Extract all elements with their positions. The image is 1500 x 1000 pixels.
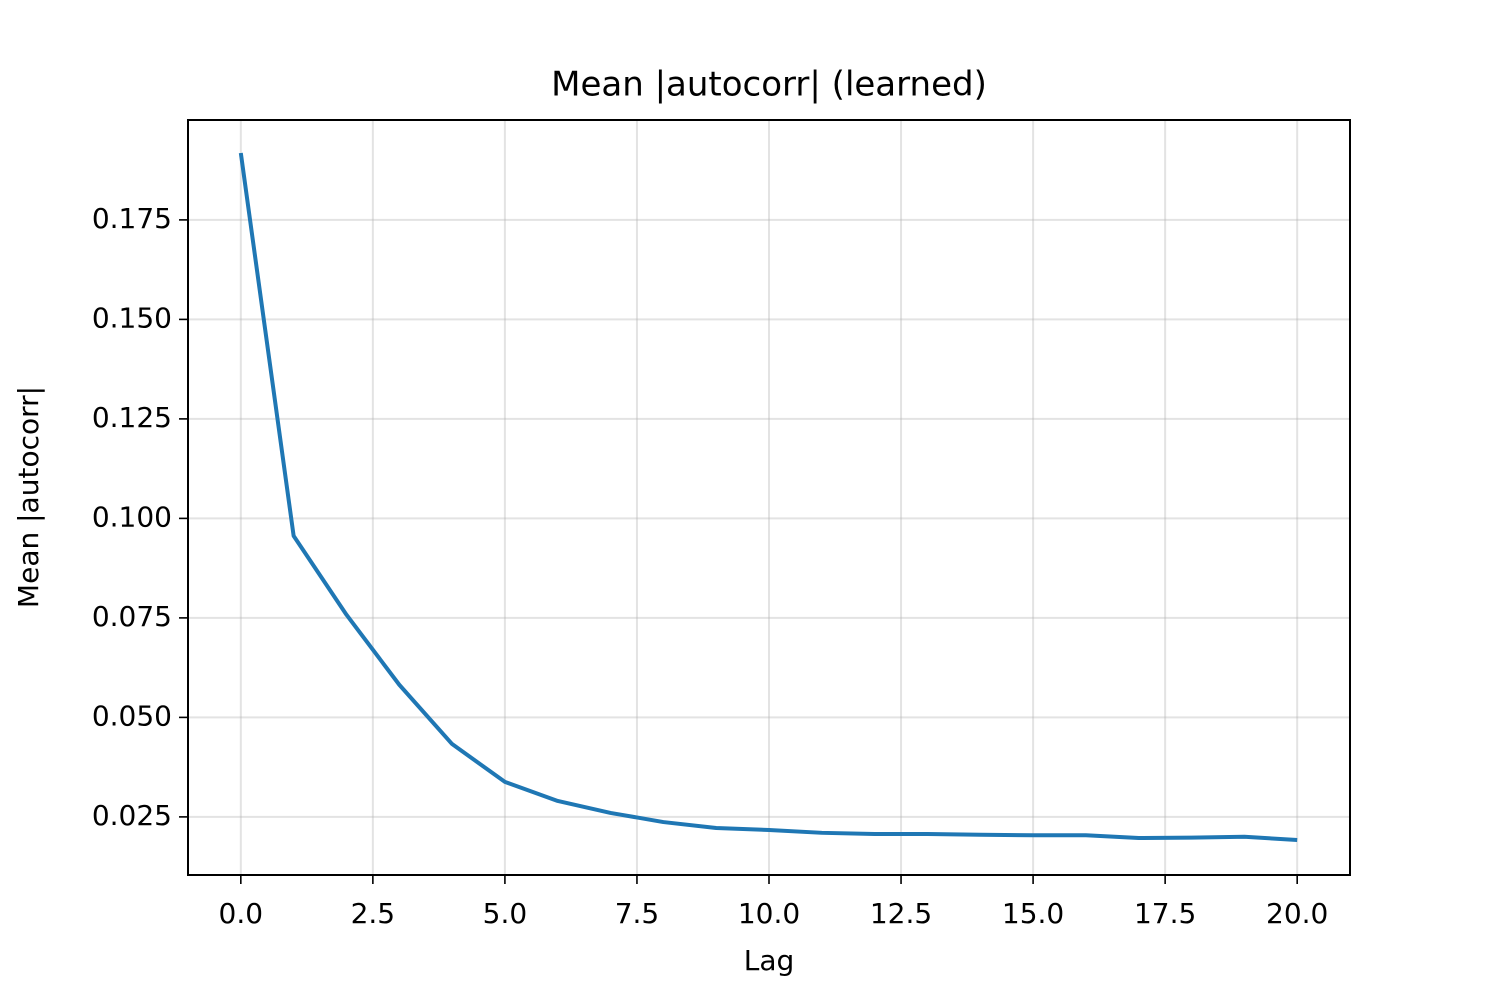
x-tick-label: 5.0: [483, 897, 528, 930]
chart-title: Mean |autocorr| (learned): [551, 65, 987, 105]
x-tick-label: 2.5: [351, 897, 396, 930]
y-axis-label: Mean |autocorr|: [12, 386, 45, 608]
y-tick-label: 0.125: [92, 401, 172, 434]
y-tick-label: 0.100: [92, 500, 172, 533]
y-tick-label: 0.175: [92, 202, 172, 235]
y-tick-label: 0.150: [92, 301, 172, 334]
data-line: [238, 152, 1298, 842]
x-tick-label: 12.5: [870, 897, 932, 930]
x-tick-label: 17.5: [1134, 897, 1196, 930]
y-tick-label: 0.075: [92, 600, 172, 633]
x-tick-label: 15.0: [1002, 897, 1064, 930]
y-tick-label: 0.050: [92, 699, 172, 732]
x-tick-label: 10.0: [738, 897, 800, 930]
x-tick-label: 20.0: [1266, 897, 1328, 930]
plot-area: [188, 120, 1350, 875]
x-tick-label: 0.0: [219, 897, 264, 930]
y-tick-label: 0.025: [92, 799, 172, 832]
x-axis-label: Lag: [744, 944, 795, 977]
x-tick-label: 7.5: [615, 897, 660, 930]
